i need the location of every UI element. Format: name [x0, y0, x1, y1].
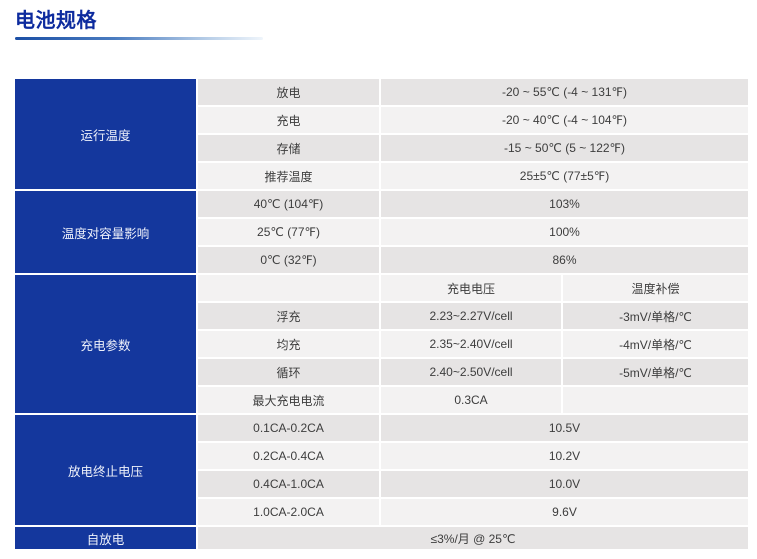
row-header-cell: 25℃ (77℉) — [198, 219, 379, 245]
value-cell: -20 ~ 40℃ (-4 ~ 104℉) — [381, 107, 748, 133]
section-operating-temperature: 运行温度 放电 -20 ~ 55℃ (-4 ~ 131℉) 充电 -20 ~ 4… — [15, 79, 748, 189]
value-cell: 2.40~2.50V/cell — [381, 359, 561, 385]
section-label: 充电参数 — [15, 275, 196, 413]
row-header-cell: 0.2CA-0.4CA — [198, 443, 379, 469]
value-cell: 86% — [381, 247, 748, 273]
section-charging-parameters: 充电参数 充电电压 温度补偿 浮充 2.23~2.27V/cell -3mV/单… — [15, 275, 748, 413]
row-header-cell: 0.4CA-1.0CA — [198, 471, 379, 497]
value-cell: 103% — [381, 191, 748, 217]
table-row: ≤3%/月 @ 25℃ — [198, 527, 748, 549]
value-cell: ≤3%/月 @ 25℃ — [198, 527, 748, 549]
value-cell: -20 ~ 55℃ (-4 ~ 131℉) — [381, 79, 748, 105]
table-row: 40℃ (104℉) 103% — [198, 191, 748, 217]
section-label: 自放电 — [15, 527, 196, 549]
row-header-cell: 充电 — [198, 107, 379, 133]
battery-spec-table: 运行温度 放电 -20 ~ 55℃ (-4 ~ 131℉) 充电 -20 ~ 4… — [15, 79, 748, 549]
table-row: 均充 2.35~2.40V/cell -4mV/单格/℃ — [198, 331, 748, 357]
column-header-temp-compensation: 温度补偿 — [563, 275, 748, 301]
value-cell: 10.0V — [381, 471, 748, 497]
page: 电池规格 运行温度 放电 -20 ~ 55℃ (-4 ~ 131℉) 充电 -2… — [0, 4, 757, 559]
section-label: 运行温度 — [15, 79, 196, 189]
row-header-cell: 循环 — [198, 359, 379, 385]
table-row: 0.1CA-0.2CA 10.5V — [198, 415, 748, 441]
section-temperature-capacity-effect: 温度对容量影响 40℃ (104℉) 103% 25℃ (77℉) 100% 0… — [15, 191, 748, 273]
row-header-cell: 最大充电电流 — [198, 387, 379, 413]
row-header-cell: 均充 — [198, 331, 379, 357]
row-header-cell: 0℃ (32℉) — [198, 247, 379, 273]
table-row: 最大充电电流 0.3CA — [198, 387, 748, 413]
value-cell: 25±5℃ (77±5℉) — [381, 163, 748, 189]
column-header-charge-voltage: 充电电压 — [381, 275, 561, 301]
table-row: 存储 -15 ~ 50℃ (5 ~ 122℉) — [198, 135, 748, 161]
table-row: 0.2CA-0.4CA 10.2V — [198, 443, 748, 469]
section-discharge-cutoff-voltage: 放电终止电压 0.1CA-0.2CA 10.5V 0.2CA-0.4CA 10.… — [15, 415, 748, 525]
page-title: 电池规格 — [15, 10, 97, 32]
table-row: 浮充 2.23~2.27V/cell -3mV/单格/℃ — [198, 303, 748, 329]
row-header-cell — [198, 275, 379, 301]
row-header-cell: 40℃ (104℉) — [198, 191, 379, 217]
value-cell: 2.35~2.40V/cell — [381, 331, 561, 357]
table-row: 0.4CA-1.0CA 10.0V — [198, 471, 748, 497]
table-row: 充电 -20 ~ 40℃ (-4 ~ 104℉) — [198, 107, 748, 133]
section-rows: 0.1CA-0.2CA 10.5V 0.2CA-0.4CA 10.2V 0.4C… — [198, 415, 748, 525]
value-cell — [563, 387, 748, 413]
value-cell: 100% — [381, 219, 748, 245]
table-row: 循环 2.40~2.50V/cell -5mV/单格/℃ — [198, 359, 748, 385]
section-self-discharge: 自放电 ≤3%/月 @ 25℃ — [15, 527, 748, 549]
section-rows: 40℃ (104℉) 103% 25℃ (77℉) 100% 0℃ (32℉) … — [198, 191, 748, 273]
row-header-cell: 0.1CA-0.2CA — [198, 415, 379, 441]
row-header-cell: 放电 — [198, 79, 379, 105]
row-header-cell: 1.0CA-2.0CA — [198, 499, 379, 525]
table-row: 放电 -20 ~ 55℃ (-4 ~ 131℉) — [198, 79, 748, 105]
section-rows: ≤3%/月 @ 25℃ — [198, 527, 748, 549]
table-row: 0℃ (32℉) 86% — [198, 247, 748, 273]
section-rows: 充电电压 温度补偿 浮充 2.23~2.27V/cell -3mV/单格/℃ 均… — [198, 275, 748, 413]
table-row: 25℃ (77℉) 100% — [198, 219, 748, 245]
value-cell: -5mV/单格/℃ — [563, 359, 748, 385]
value-cell: 10.2V — [381, 443, 748, 469]
value-cell: -3mV/单格/℃ — [563, 303, 748, 329]
row-header-cell: 推荐温度 — [198, 163, 379, 189]
table-header-row: 充电电压 温度补偿 — [198, 275, 748, 301]
row-header-cell: 浮充 — [198, 303, 379, 329]
value-cell: 10.5V — [381, 415, 748, 441]
section-label: 放电终止电压 — [15, 415, 196, 525]
section-label: 温度对容量影响 — [15, 191, 196, 273]
row-header-cell: 存储 — [198, 135, 379, 161]
value-cell: 2.23~2.27V/cell — [381, 303, 561, 329]
value-cell: -4mV/单格/℃ — [563, 331, 748, 357]
value-cell: 0.3CA — [381, 387, 561, 413]
title-underline-decoration — [15, 37, 263, 40]
section-rows: 放电 -20 ~ 55℃ (-4 ~ 131℉) 充电 -20 ~ 40℃ (-… — [198, 79, 748, 189]
table-row: 1.0CA-2.0CA 9.6V — [198, 499, 748, 525]
table-row: 推荐温度 25±5℃ (77±5℉) — [198, 163, 748, 189]
value-cell: 9.6V — [381, 499, 748, 525]
value-cell: -15 ~ 50℃ (5 ~ 122℉) — [381, 135, 748, 161]
